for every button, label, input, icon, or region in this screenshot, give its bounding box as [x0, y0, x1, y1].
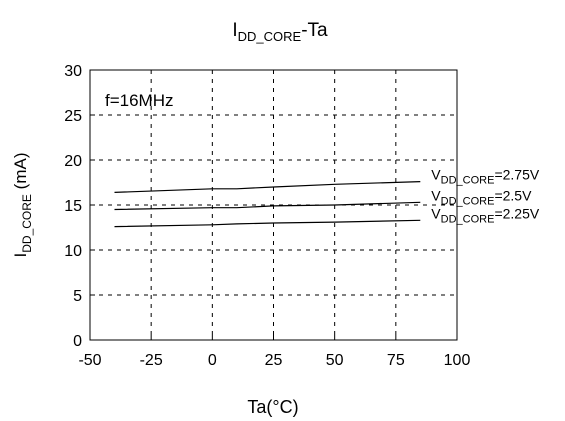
x-tick-label: 50 [326, 352, 344, 369]
x-tick-label: -50 [78, 352, 101, 369]
series-line-2 [114, 219, 421, 228]
x-axis-label: Ta(°C) [247, 397, 298, 417]
series-label-0: VDD_CORE=2.75V [431, 167, 540, 187]
x-tick-labels: -50 -25 0 25 50 75 100 [78, 352, 470, 369]
axis-ticks [89, 69, 458, 341]
y-tick-label: 0 [73, 333, 82, 350]
x-tick-label: 0 [208, 352, 217, 369]
x-tick-label: 100 [444, 352, 471, 369]
grid [90, 70, 457, 340]
chart-title: IDD_CORE-Ta [232, 20, 328, 44]
y-tick-label: 5 [73, 288, 82, 305]
series-labels: VDD_CORE=2.75VVDD_CORE=2.5VVDD_CORE=2.25… [431, 167, 540, 226]
series-line-0 [114, 181, 421, 193]
y-tick-label: 20 [64, 153, 82, 170]
y-axis-label: IDD_CORE (mA) [11, 153, 34, 258]
y-tick-label: 30 [64, 63, 82, 80]
series-lines [114, 181, 421, 228]
x-tick-label: 75 [387, 352, 405, 369]
series-label-1: VDD_CORE=2.5V [431, 187, 532, 207]
y-tick-labels: 0 5 10 15 20 25 30 [64, 63, 82, 350]
series-line-1 [114, 201, 421, 211]
y-tick-label: 15 [64, 198, 82, 215]
y-tick-label: 25 [64, 108, 82, 125]
frequency-annotation: f=16MHz [105, 91, 174, 110]
x-tick-label: 25 [265, 352, 283, 369]
series-label-2: VDD_CORE=2.25V [431, 205, 540, 225]
y-tick-label: 10 [64, 243, 82, 260]
x-tick-label: -25 [140, 352, 163, 369]
